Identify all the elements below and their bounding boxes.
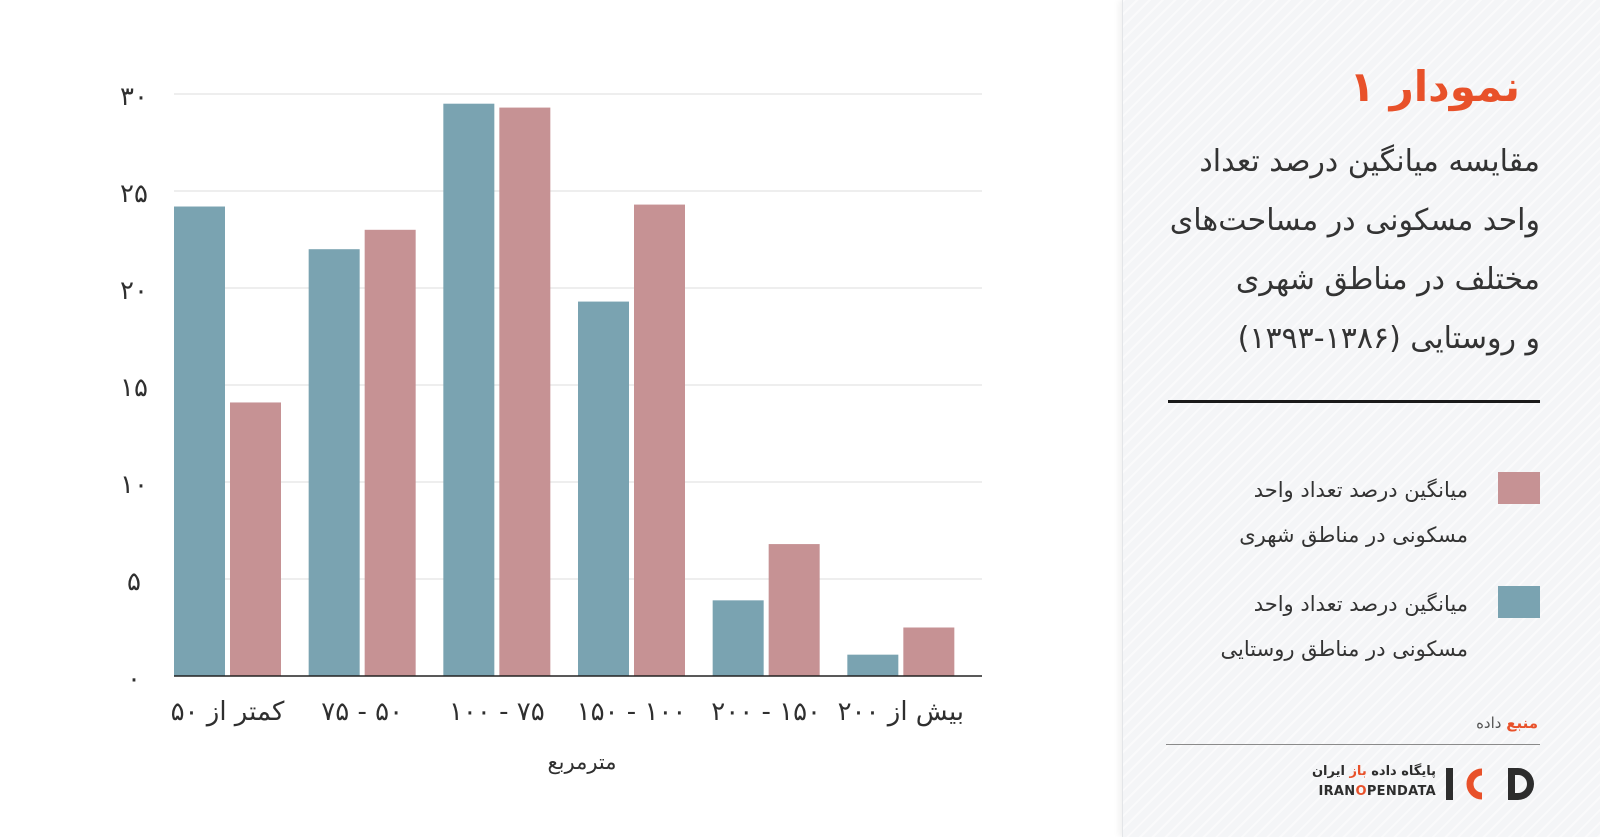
legend-label-line: میانگین درصد تعداد واحد [1253,592,1468,616]
chart-area: ۰ ۵ ۱۰ ۱۵ ۲۰ ۲۵ ۳۰ کمتر از ۵۰ ۵۰ - ۷۵ ۷۵ - ۱۰۰ ۱۰… [120,82,982,774]
y-axis-ticks: ۰ ۵ ۱۰ ۱۵ ۲۰ ۲۵ ۳۰ [120,82,148,694]
bar-urban [768,544,820,676]
y-tick-label: ۲۰ [120,276,148,306]
legend-swatch-urban [1498,472,1540,504]
y-tick-label: ۱۵ [120,373,148,403]
x-tick-label: کمتر از ۵۰ [171,697,285,727]
y-tick-label: ۵ [127,567,141,597]
bar-chart: ۰ ۵ ۱۰ ۱۵ ۲۰ ۲۵ ۳۰ کمتر از ۵۰ ۵۰ - ۷۵ ۷۵ - ۱۰۰ ۱۰… [120,82,982,774]
legend-item-urban: میانگین درصد تعداد واحد مسکونی در مناطق … [1160,472,1540,562]
bar-rural [443,103,495,676]
bar-urban [230,402,281,676]
y-tick-label: ۲۵ [120,179,148,209]
x-tick-label: بیش از ۲۰۰ [838,697,964,727]
bar-urban [903,627,955,676]
y-tick-label: ۰ [127,664,141,694]
bar-rural [308,249,360,676]
side-panel: نمودار ۱ مقایسه میانگین درصد تعداد واحد … [1122,0,1600,837]
bar-urban [634,204,685,676]
bar-rural [578,301,629,676]
brand-name-en: IRANOPENDATA [1318,784,1436,799]
brand-name-fa-accent: باز [1349,764,1367,779]
x-tick-label: ۱۰۰ - ۱۵۰ [577,697,687,727]
source-label-accent: منبع [1506,714,1538,732]
x-tick-label: ۵۰ - ۷۵ [321,697,403,727]
x-tick-label: ۷۵ - ۱۰۰ [449,697,545,727]
chart-title-line: مقایسه میانگین درصد تعداد [1199,144,1540,179]
data-source-link[interactable]: منبع داده [1476,714,1538,732]
chart-title-line: مختلف در مناطق شهری [1235,262,1540,297]
legend-label-rural: میانگین درصد تعداد واحد مسکونی در مناطق … [1168,582,1468,672]
y-tick-label: ۱۰ [120,470,148,500]
brand-name-fa-part: ایران [1311,764,1350,779]
legend-swatch-rural [1498,586,1540,618]
chart-title: مقایسه میانگین درصد تعداد واحد مسکونی در… [1140,132,1540,368]
x-axis-label: مترمربع [547,750,616,774]
source-label-text: داده [1476,714,1507,732]
figure-number: نمودار ۱ [1349,62,1520,111]
brand-name-en-part: IRAN [1318,784,1356,799]
bar-rural [174,206,225,676]
brand-name-fa: پایگاه داده باز ایران [1312,764,1436,779]
legend-label-line: مسکونی در مناطق شهری [1239,523,1468,547]
bar-rural [847,654,899,676]
brand-name-en-accent: O [1355,784,1367,799]
brand-name-fa-part: پایگاه داده [1366,764,1436,779]
y-tick-label: ۳۰ [120,82,148,112]
brand-block[interactable]: پایگاه داده باز ایران IRANOPENDATA [1300,764,1540,804]
title-divider [1168,400,1540,403]
legend-label-line: میانگین درصد تعداد واحد [1253,478,1468,502]
chart-title-line: واحد مسکونی در مساحت‌های [1169,203,1540,238]
iod-logo-icon [1446,768,1534,800]
brand-name-en-part: PENDATA [1366,784,1436,799]
legend-item-rural: میانگین درصد تعداد واحد مسکونی در مناطق … [1160,586,1540,676]
bar-rural [712,600,764,676]
source-divider [1166,744,1540,745]
bar-urban [364,229,416,677]
legend-label-line: مسکونی در مناطق روستایی [1220,637,1468,661]
bar-urban [499,107,551,676]
legend-label-urban: میانگین درصد تعداد واحد مسکونی در مناطق … [1168,468,1468,558]
bars [174,103,955,677]
chart-title-line: و روستایی (۱۳۸۶-۱۳۹۳) [1237,321,1540,356]
x-tick-label: ۱۵۰ - ۲۰۰ [711,697,821,727]
x-axis-ticks: کمتر از ۵۰ ۵۰ - ۷۵ ۷۵ - ۱۰۰ ۱۰۰ - ۱۵۰ ۱۵۰ - … [171,697,964,727]
